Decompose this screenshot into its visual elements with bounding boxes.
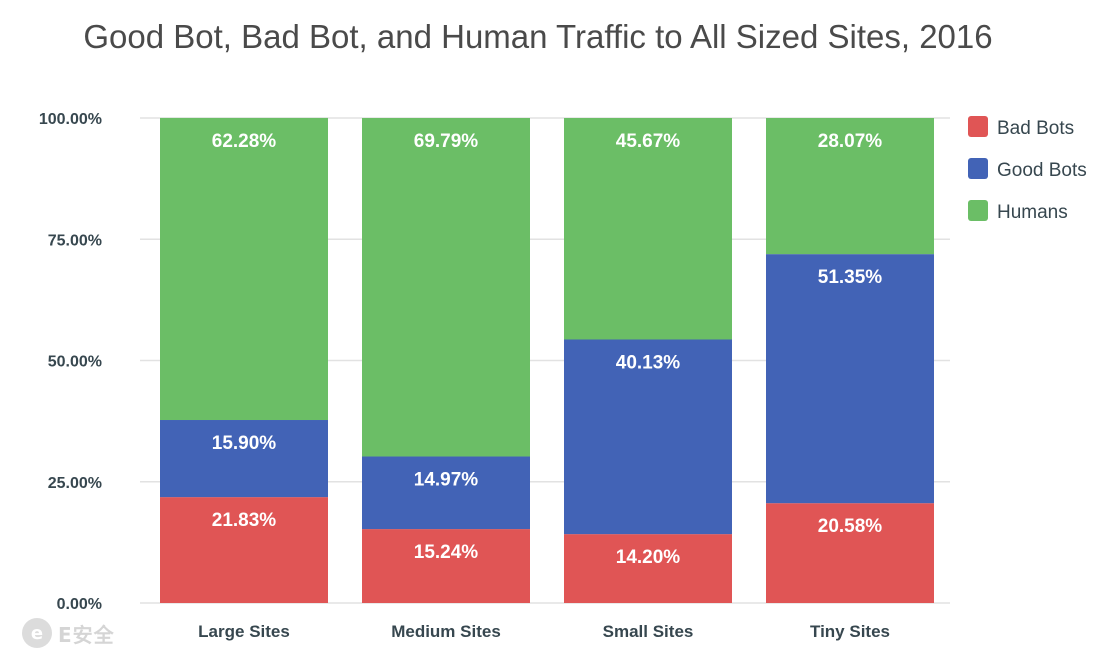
data-label: 20.58% xyxy=(818,516,883,537)
bar-segment-good-bots xyxy=(362,456,530,530)
data-label: 51.35% xyxy=(818,267,883,288)
data-label: 15.90% xyxy=(212,433,277,454)
y-tick-label: 50.00% xyxy=(48,354,102,371)
legend-swatch-bad-bots xyxy=(968,116,988,137)
value-labels: 21.83% 15.90% 62.28% 15.24% 14.97% 69.79% 14.2… xyxy=(212,131,883,568)
x-category-label: Medium Sites xyxy=(391,622,501,641)
x-category-label: Small Sites xyxy=(603,622,694,641)
data-label: 62.28% xyxy=(212,131,277,152)
x-category-label: Large Sites xyxy=(198,622,290,641)
legend-label: Humans xyxy=(997,202,1068,223)
bar-segment-good-bots xyxy=(160,420,328,498)
bar-segment-humans xyxy=(362,118,530,457)
bar-segment-good-bots xyxy=(766,254,934,504)
legend-label: Good Bots xyxy=(997,160,1087,181)
watermark-logo: e E安全 xyxy=(22,618,115,648)
legend: Bad Bots Good Bots Humans xyxy=(968,116,1087,223)
bar-segment-good-bots xyxy=(564,339,732,535)
data-label: 28.07% xyxy=(818,131,883,152)
x-category-label: Tiny Sites xyxy=(810,622,890,641)
y-tick-label: 100.00% xyxy=(39,111,102,128)
watermark-icon: e xyxy=(22,618,52,648)
data-label: 69.79% xyxy=(414,131,479,152)
bar-segment-bad-bots xyxy=(160,497,328,603)
data-label: 21.83% xyxy=(212,510,277,531)
bars xyxy=(160,117,934,603)
data-label: 14.20% xyxy=(616,547,681,568)
chart-title: Good Bot, Bad Bot, and Human Traffic to … xyxy=(83,18,992,55)
y-tick-label: 25.00% xyxy=(48,475,102,492)
bar-segment-bad-bots xyxy=(766,503,934,603)
bar-segment-bad-bots xyxy=(362,529,530,603)
data-label: 40.13% xyxy=(616,352,681,373)
legend-swatch-humans xyxy=(968,200,988,221)
x-axis-categories: Large Sites Medium Sites Small Sites Tiny S… xyxy=(198,622,890,641)
bar-segment-humans xyxy=(160,117,328,421)
bar-segment-bad-bots xyxy=(564,534,732,603)
watermark-text: E安全 xyxy=(58,622,115,647)
y-tick-label: 0.00% xyxy=(57,596,102,613)
legend-label: Bad Bots xyxy=(997,118,1074,139)
data-label: 45.67% xyxy=(616,131,681,152)
bar-segment-humans xyxy=(766,118,934,255)
y-tick-label: 75.00% xyxy=(48,232,102,249)
legend-swatch-good-bots xyxy=(968,158,988,179)
y-axis-ticks: 0.00% 25.00% 50.00% 75.00% 100.00% xyxy=(39,111,102,613)
bar-segment-humans xyxy=(564,118,732,340)
data-label: 15.24% xyxy=(414,542,479,563)
data-label: 14.97% xyxy=(414,469,479,490)
